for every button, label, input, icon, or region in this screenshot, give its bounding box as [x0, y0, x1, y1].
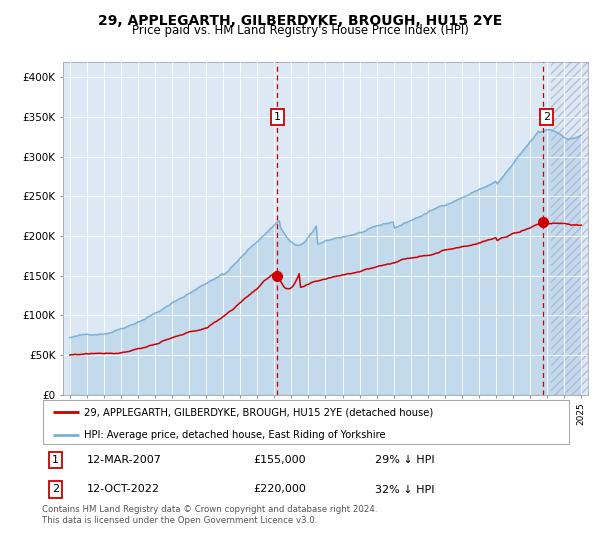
Text: Price paid vs. HM Land Registry's House Price Index (HPI): Price paid vs. HM Land Registry's House … — [131, 24, 469, 37]
Text: 1: 1 — [52, 455, 59, 465]
Text: 1: 1 — [274, 112, 281, 122]
FancyBboxPatch shape — [43, 400, 569, 444]
Text: 12-MAR-2007: 12-MAR-2007 — [87, 455, 162, 465]
Text: 29, APPLEGARTH, GILBERDYKE, BROUGH, HU15 2YE: 29, APPLEGARTH, GILBERDYKE, BROUGH, HU15… — [98, 14, 502, 28]
Text: HPI: Average price, detached house, East Riding of Yorkshire: HPI: Average price, detached house, East… — [84, 430, 386, 440]
Text: 2: 2 — [542, 112, 550, 122]
Bar — [551, 62, 590, 395]
Text: 2: 2 — [52, 484, 59, 494]
Text: 29% ↓ HPI: 29% ↓ HPI — [374, 455, 434, 465]
Text: 29, APPLEGARTH, GILBERDYKE, BROUGH, HU15 2YE (detached house): 29, APPLEGARTH, GILBERDYKE, BROUGH, HU15… — [84, 407, 433, 417]
Text: Contains HM Land Registry data © Crown copyright and database right 2024.
This d: Contains HM Land Registry data © Crown c… — [42, 505, 377, 525]
Text: 32% ↓ HPI: 32% ↓ HPI — [374, 484, 434, 494]
Text: £220,000: £220,000 — [253, 484, 306, 494]
Text: £155,000: £155,000 — [253, 455, 306, 465]
Text: 12-OCT-2022: 12-OCT-2022 — [87, 484, 160, 494]
